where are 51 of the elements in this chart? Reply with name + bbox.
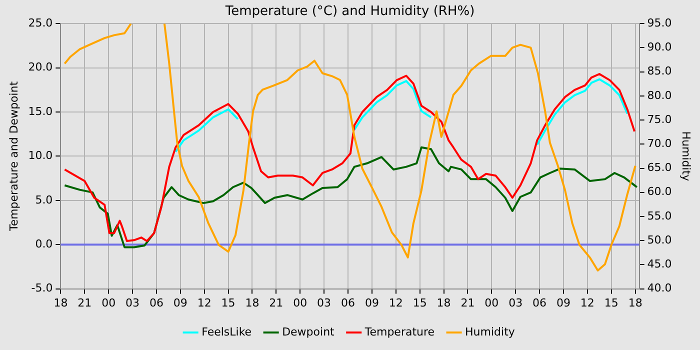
x-tick-label: 06 — [341, 296, 356, 310]
y2-tick-label: 85.0 — [647, 64, 672, 78]
x-tick-label: 06 — [149, 296, 164, 310]
legend-label: Temperature — [364, 325, 435, 338]
x-tick-label: 15 — [221, 296, 236, 310]
y-tick-label: 15.0 — [28, 104, 53, 118]
y2-tick-label: 75.0 — [647, 112, 672, 126]
legend-label: FeelsLike — [202, 325, 252, 338]
legend-label: Dewpoint — [282, 325, 336, 338]
x-tick-label: 15 — [412, 296, 427, 310]
x-tick-label: 00 — [293, 296, 308, 310]
x-tick-label: 00 — [102, 296, 116, 310]
y-tick-label: 0.0 — [35, 237, 53, 250]
x-tick-label: 00 — [484, 296, 499, 310]
y2-tick-label: 55.0 — [647, 209, 672, 222]
chart-title: Temperature (°C) and Humidity (RH%) — [224, 4, 475, 20]
y2-tick-label: 40.0 — [647, 282, 672, 295]
y2-tick-label: 50.0 — [647, 233, 672, 246]
legend-label: Humidity — [465, 325, 516, 338]
y2-tick-label: 70.0 — [647, 137, 672, 150]
x-tick-label: 21 — [269, 296, 284, 310]
x-tick-label: 03 — [317, 296, 332, 310]
y-tick-label: 5.0 — [35, 193, 53, 206]
y-tick-label: 20.0 — [28, 60, 53, 74]
x-tick-label: 12 — [197, 296, 212, 310]
x-tick-label: 12 — [580, 296, 594, 310]
x-tick-label: 03 — [126, 296, 140, 310]
y2-tick-label: 80.0 — [647, 88, 672, 102]
x-tick-label: 12 — [388, 296, 403, 310]
x-tick-label: 18 — [54, 296, 68, 310]
y2-axis-title: Humidity — [680, 131, 693, 182]
y2-tick-label: 65.0 — [647, 161, 672, 174]
y-tick-label: 25.0 — [28, 16, 53, 30]
x-tick-label: 18 — [436, 296, 451, 310]
x-tick-label: 21 — [78, 296, 92, 310]
y2-tick-label: 60.0 — [647, 185, 672, 198]
y2-tick-label: 45.0 — [647, 258, 672, 271]
y-axis-title: Temperature and Dewpoint — [7, 80, 20, 232]
y2-tick-label: 95.0 — [647, 16, 672, 30]
x-tick-label: 09 — [364, 296, 379, 310]
y-tick-label: 10.0 — [28, 149, 53, 162]
x-tick-label: 15 — [604, 296, 618, 310]
y2-tick-label: 90.0 — [647, 40, 672, 54]
x-tick-label: 18 — [628, 296, 642, 310]
x-tick-label: 18 — [245, 296, 260, 310]
x-tick-label: 03 — [508, 296, 523, 310]
x-tick-label: 09 — [556, 296, 570, 310]
x-tick-label: 21 — [460, 296, 475, 310]
y-tick-label: -5.0 — [31, 282, 53, 295]
x-tick-label: 06 — [532, 296, 547, 310]
x-tick-label: 09 — [173, 296, 188, 310]
